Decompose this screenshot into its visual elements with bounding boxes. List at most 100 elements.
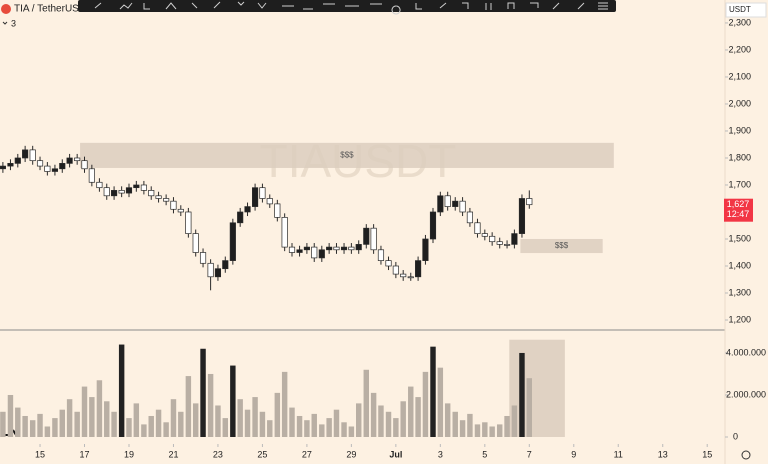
candle-body [259, 187, 266, 199]
volume-bar [385, 411, 392, 437]
candle-body [266, 198, 273, 205]
currency[interactable]: USDT [729, 5, 751, 14]
volume-bar [341, 422, 347, 437]
candle-body [326, 246, 333, 251]
symbol-icon[interactable] [1, 4, 11, 14]
x-tick-label: 25 [257, 449, 267, 459]
volume-bar [370, 392, 377, 437]
volume-bar [267, 420, 273, 437]
candle-body [74, 157, 81, 162]
candle-body [311, 246, 318, 259]
candle-body [148, 190, 155, 197]
volume-bar [192, 403, 199, 437]
volume-bar [430, 346, 436, 437]
volume-bar [178, 411, 184, 437]
volume-bar [259, 411, 266, 437]
zone-label: $$$ [340, 151, 354, 160]
candle-body [518, 198, 526, 234]
volume-bar [59, 409, 65, 437]
volume-bar [333, 409, 340, 437]
candle-body [140, 184, 147, 191]
volume-bar [215, 405, 221, 437]
x-tick-label: 21 [168, 449, 178, 459]
x-tick-label: 23 [213, 449, 223, 459]
volume-tick-label: 4.000.000 [726, 347, 766, 357]
candle-body [511, 233, 518, 245]
x-tick-label: 13 [658, 449, 668, 459]
volume-bar [452, 411, 458, 437]
volume-bar [44, 426, 51, 437]
volume-bar [355, 403, 362, 437]
candle-body [103, 187, 110, 197]
volume-bar [304, 420, 310, 437]
candle-body [303, 246, 310, 251]
candle-body [185, 211, 192, 234]
indicator-count[interactable]: 3 [11, 18, 16, 28]
y-tick-label: 1,200 [728, 314, 751, 324]
candle-body [36, 160, 44, 167]
volume-bar [207, 373, 214, 437]
volume-bar [96, 380, 103, 437]
x-tick-label: 7 [527, 449, 532, 459]
y-tick-label: 1,400 [728, 260, 751, 270]
candle-body [199, 252, 207, 264]
candle-body [155, 195, 162, 199]
volume-bar [519, 352, 525, 437]
candle-body [170, 200, 177, 210]
volume-bar [22, 415, 28, 437]
candle-body [466, 211, 473, 224]
x-tick-label: 5 [482, 449, 487, 459]
candle-body [370, 227, 377, 251]
volume-bar [296, 415, 303, 437]
volume-bar [163, 422, 169, 437]
candle-body [385, 260, 392, 267]
volume-bar [126, 418, 132, 437]
volume-bar [155, 409, 162, 437]
settings-icon[interactable] [741, 450, 751, 460]
candle-body [333, 246, 340, 251]
volume-bar [467, 413, 473, 437]
volume-tick-label: 2.000.000 [726, 389, 766, 399]
candle-body [452, 200, 459, 207]
candle-body [481, 233, 488, 237]
candle-body [318, 249, 325, 259]
volume-bar [89, 397, 95, 437]
volume-bar [437, 367, 444, 437]
chevron[interactable] [2, 21, 8, 25]
volume-bar [326, 418, 332, 437]
y-tick-label: 1,500 [728, 233, 751, 243]
volume-zone [509, 339, 565, 437]
volume-bar [415, 397, 421, 437]
volume-bar [408, 386, 414, 437]
candle-body [474, 222, 481, 234]
x-tick-label: 15 [702, 449, 712, 459]
candle-body [207, 262, 214, 278]
x-tick-label: 11 [614, 449, 623, 459]
volume-bar [482, 422, 488, 437]
x-tick-label: 9 [571, 449, 576, 459]
candle-body [496, 241, 503, 245]
volume-bar [185, 376, 192, 437]
candle-body [274, 203, 281, 218]
currency-box[interactable] [725, 2, 767, 18]
candle-body [422, 238, 429, 261]
symbol-title[interactable]: TIA / TetherUS [14, 4, 79, 15]
candle-body [44, 165, 51, 172]
volume-bar [133, 403, 140, 437]
volume-bar [281, 371, 288, 437]
candle-body [229, 222, 236, 261]
y-tick-label: 2,100 [728, 71, 751, 81]
volume-bar [15, 407, 21, 437]
candle-body [363, 227, 370, 245]
candle-body [459, 200, 466, 213]
toolbar[interactable] [78, 0, 616, 15]
volume-bar [526, 378, 533, 437]
volume-bar [52, 418, 58, 437]
candle-body [252, 187, 259, 207]
candle-body [392, 265, 399, 275]
candle-body [489, 235, 496, 243]
candle-body [118, 190, 125, 194]
x-tick-label: Jul [389, 449, 402, 459]
toolbar-icons [94, 1, 608, 15]
volume-tick-label: 0 [733, 431, 738, 441]
